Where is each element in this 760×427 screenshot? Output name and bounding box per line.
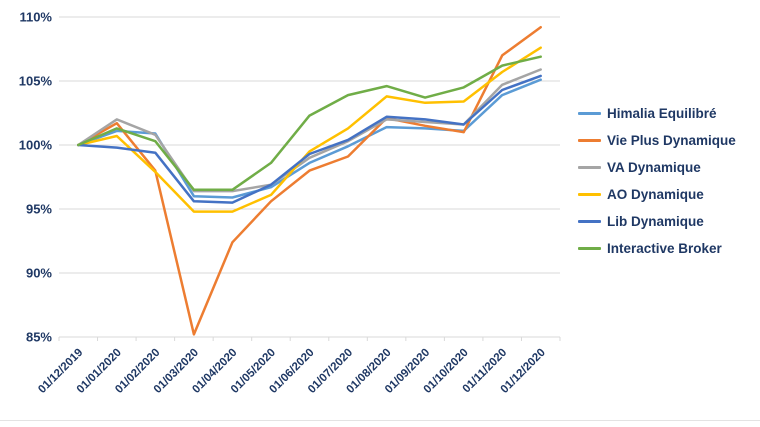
legend: Himalia Equilibré Vie Plus Dynamique VA Dy…: [578, 104, 736, 257]
legend-item: Vie Plus Dynamique: [578, 131, 736, 149]
legend-line-swatch: [578, 165, 601, 169]
legend-label: Himalia Equilibré: [607, 105, 717, 121]
series-line-vie-plus-dynamique: [77, 25, 542, 336]
legend-item: Interactive Broker: [578, 239, 736, 257]
legend-label: Lib Dynamique: [607, 213, 704, 229]
series-line-ao-dynamique: [77, 46, 542, 213]
legend-label: VA Dynamique: [607, 159, 701, 175]
legend-item: Lib Dynamique: [578, 212, 736, 230]
series-line-interactive-broker: [77, 55, 542, 192]
legend-line-swatch: [578, 192, 601, 196]
legend-line-swatch: [578, 219, 601, 223]
legend-label: AO Dynamique: [607, 186, 704, 202]
legend-item: AO Dynamique: [578, 185, 736, 203]
y-tick-label: 85%: [26, 330, 52, 345]
series-line-lib-dynamique: [77, 74, 542, 204]
y-tick-label: 90%: [26, 266, 52, 281]
legend-line-swatch: [578, 246, 601, 250]
legend-item: VA Dynamique: [578, 158, 736, 176]
bottom-border: [0, 420, 760, 421]
y-tick-label: 110%: [19, 10, 52, 25]
y-tick-label: 100%: [19, 138, 53, 153]
y-tick-label: 95%: [26, 202, 52, 217]
y-tick-label: 105%: [19, 74, 53, 89]
legend-line-swatch: [578, 138, 601, 142]
legend-line-swatch: [578, 111, 601, 115]
legend-label: Vie Plus Dynamique: [607, 132, 736, 148]
series-line-va-dynamique: [77, 68, 542, 193]
legend-item: Himalia Equilibré: [578, 104, 736, 122]
legend-label: Interactive Broker: [607, 240, 722, 256]
